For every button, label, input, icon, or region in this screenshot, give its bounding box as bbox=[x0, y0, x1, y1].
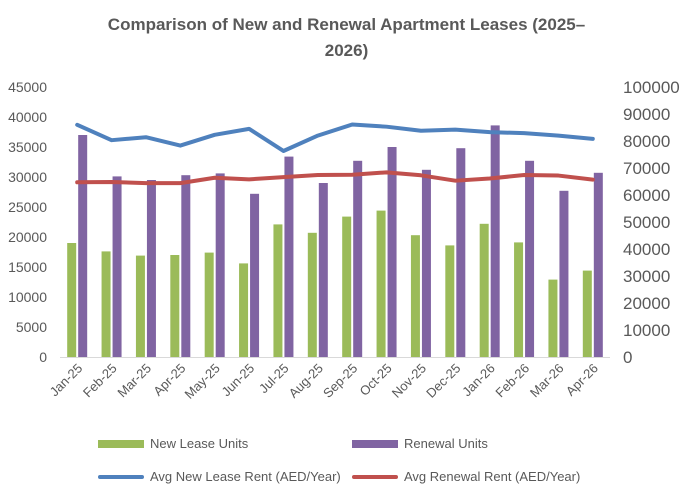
bar-renewal-units bbox=[181, 175, 191, 357]
y-right-tick-label: 0 bbox=[623, 348, 632, 367]
line-avg-new-lease-rent bbox=[75, 122, 595, 153]
y-right-tick-label: 60000 bbox=[623, 186, 670, 205]
y-right-tick-label: 50000 bbox=[623, 213, 670, 232]
legend-swatch-renewal-units bbox=[352, 439, 398, 448]
bar-renewal-units bbox=[525, 160, 535, 357]
x-tick-label: Feb-25 bbox=[80, 361, 120, 401]
y-left-tick-label: 0 bbox=[39, 349, 47, 365]
bar-new-lease-units bbox=[204, 252, 214, 357]
x-tick-label: Oct-25 bbox=[356, 361, 394, 399]
y-left-tick-label: 25000 bbox=[8, 199, 47, 215]
bar-new-lease-units bbox=[135, 255, 145, 357]
legend-item-avg-renewal-rent: Avg Renewal Rent (AED/Year) bbox=[352, 469, 580, 484]
legend-label-renewal-units: Renewal Units bbox=[404, 436, 488, 451]
y-left-tick-label: 20000 bbox=[8, 229, 47, 245]
y-left-tick-label: 45000 bbox=[8, 79, 47, 95]
bar-renewal-units bbox=[490, 125, 500, 358]
chart-title: Comparison of New and Renewal Apartment … bbox=[0, 12, 693, 64]
chart-title-line2: 2026) bbox=[324, 41, 369, 60]
bar-new-lease-units bbox=[101, 251, 111, 357]
bar-new-lease-units bbox=[239, 263, 249, 357]
x-tick-label: Apr-26 bbox=[563, 361, 601, 399]
bar-renewal-units bbox=[318, 183, 328, 357]
bar-renewal-units bbox=[146, 180, 156, 357]
x-tick-label: Aug-25 bbox=[286, 361, 326, 401]
y-right-tick-label: 10000 bbox=[623, 321, 670, 340]
bar-new-lease-units bbox=[479, 223, 489, 357]
y-left-tick-label: 40000 bbox=[8, 109, 47, 125]
y-left-tick-label: 15000 bbox=[8, 259, 47, 275]
y-left-tick-label: 30000 bbox=[8, 169, 47, 185]
bar-renewal-units bbox=[112, 176, 122, 357]
bar-new-lease-units bbox=[548, 279, 558, 357]
legend-item-renewal-units: Renewal Units bbox=[352, 436, 488, 451]
bar-renewal-units bbox=[559, 190, 569, 357]
bar-renewal-units bbox=[353, 160, 363, 357]
bar-new-lease-units bbox=[514, 242, 524, 357]
bar-new-lease-units bbox=[445, 245, 455, 357]
x-tick-label: Jun-25 bbox=[218, 361, 257, 400]
y-left-tick-label: 35000 bbox=[8, 139, 47, 155]
line-avg-renewal-rent bbox=[75, 170, 595, 186]
bar-renewal-units bbox=[456, 148, 466, 357]
x-tick-label: May-25 bbox=[182, 361, 223, 402]
legend-label-avg-renewal-rent: Avg Renewal Rent (AED/Year) bbox=[404, 469, 581, 484]
y-right-tick-label: 30000 bbox=[623, 267, 670, 286]
chart-title-line1: Comparison of New and Renewal Apartment … bbox=[107, 15, 586, 34]
bar-new-lease-units bbox=[307, 232, 317, 357]
x-tick-label: Jan-26 bbox=[459, 361, 498, 400]
bar-new-lease-units bbox=[376, 210, 386, 357]
legend-swatch-avg-new-lease-rent bbox=[98, 474, 144, 479]
y-right-tick-label: 100000 bbox=[623, 78, 680, 97]
legend-swatch-avg-renewal-rent bbox=[352, 474, 398, 479]
x-tick-label: Nov-25 bbox=[389, 361, 429, 401]
legend-item-avg-new-lease-rent: Avg New Lease Rent (AED/Year) bbox=[98, 469, 341, 484]
bar-new-lease-units bbox=[582, 270, 592, 357]
legend-item-new-lease-units: New Lease Units bbox=[98, 436, 248, 451]
bar-new-lease-units bbox=[170, 255, 180, 357]
y-right-tick-label: 40000 bbox=[623, 240, 670, 259]
bar-new-lease-units bbox=[342, 216, 352, 357]
y-right-tick-label: 20000 bbox=[623, 294, 670, 313]
x-tick-label: Dec-25 bbox=[423, 361, 463, 401]
bar-renewal-units bbox=[250, 193, 260, 357]
x-tick-label: Mar-26 bbox=[527, 361, 567, 401]
bar-renewal-units bbox=[421, 169, 431, 357]
bar-renewal-units bbox=[78, 135, 88, 357]
x-tick-label: Sep-25 bbox=[320, 361, 360, 401]
y-left-tick-label: 10000 bbox=[8, 289, 47, 305]
bar-renewal-units bbox=[593, 172, 603, 357]
y-right-tick-label: 90000 bbox=[623, 105, 670, 124]
x-tick-label: Jan-25 bbox=[47, 361, 86, 400]
x-tick-label: Feb-26 bbox=[492, 361, 532, 401]
bar-renewal-units bbox=[387, 147, 397, 357]
bar-new-lease-units bbox=[67, 243, 77, 357]
legend-label-avg-new-lease-rent: Avg New Lease Rent (AED/Year) bbox=[150, 469, 341, 484]
y-right-tick-label: 80000 bbox=[623, 132, 670, 151]
y-right-tick-label: 70000 bbox=[623, 159, 670, 178]
legend-swatch-new-lease-units bbox=[98, 439, 144, 448]
bar-renewal-units bbox=[284, 156, 294, 357]
bar-renewal-units bbox=[215, 173, 225, 357]
y-left-tick-label: 5000 bbox=[16, 319, 47, 335]
legend-label-new-lease-units: New Lease Units bbox=[150, 436, 249, 451]
bar-new-lease-units bbox=[273, 224, 283, 357]
x-tick-label: Mar-25 bbox=[114, 361, 154, 401]
bar-new-lease-units bbox=[410, 235, 420, 357]
